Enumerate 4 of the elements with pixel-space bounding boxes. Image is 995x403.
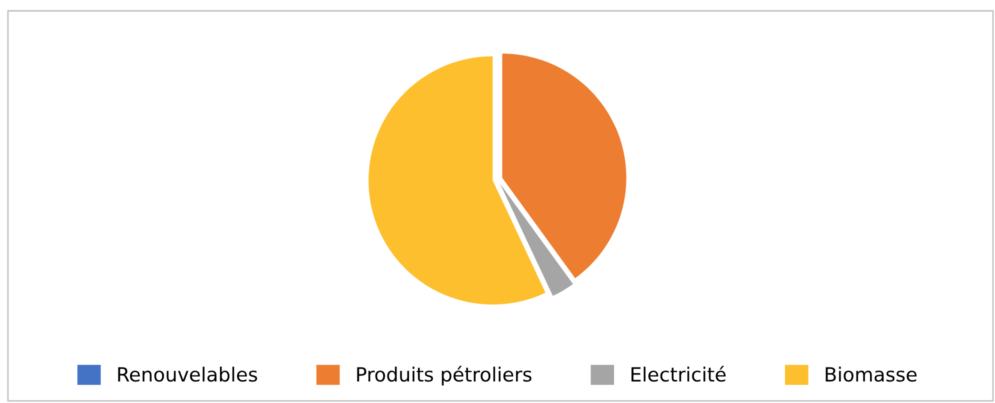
legend-label: Electricité — [632, 366, 726, 382]
legend-label: Renouvelables — [118, 366, 258, 382]
legend-label: Biomasse — [826, 366, 917, 382]
legend-label: Produits pétroliers — [357, 366, 532, 386]
